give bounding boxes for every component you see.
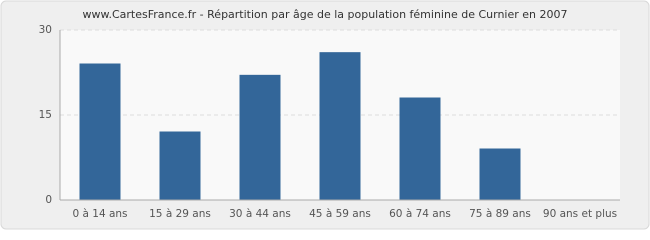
chart-title: www.CartesFrance.fr - Répartition par âg… xyxy=(82,8,567,21)
chart: www.CartesFrance.fr - Répartition par âg… xyxy=(0,0,650,230)
bar xyxy=(319,52,361,201)
y-tick-label: 0 xyxy=(45,194,52,206)
x-tick-label: 90 ans et plus xyxy=(543,208,617,220)
x-tick-label: 0 à 14 ans xyxy=(72,208,127,220)
x-tick-label: 75 à 89 ans xyxy=(469,208,531,220)
x-tick-label: 60 à 74 ans xyxy=(389,208,451,220)
bar xyxy=(239,74,281,201)
x-tick-label: 45 à 59 ans xyxy=(309,208,371,220)
x-tick-label: 30 à 44 ans xyxy=(229,208,291,220)
x-tick-label: 15 à 29 ans xyxy=(149,208,211,220)
bar xyxy=(479,148,521,201)
bar xyxy=(399,97,441,201)
bar xyxy=(79,63,121,201)
y-tick-label: 30 xyxy=(39,24,52,36)
bar xyxy=(159,131,201,201)
y-tick-label: 15 xyxy=(39,109,52,121)
